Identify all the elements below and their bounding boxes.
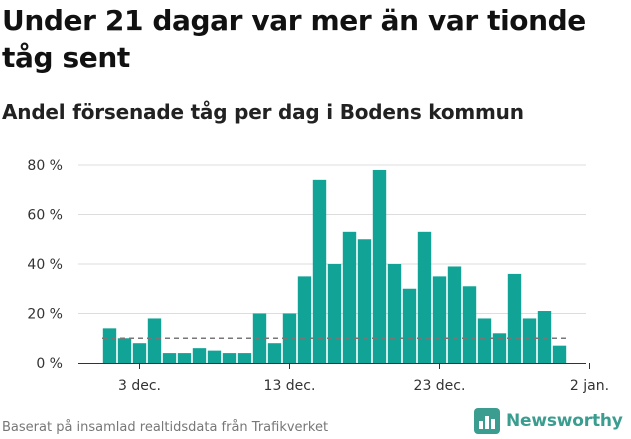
bar bbox=[357, 239, 372, 363]
bar bbox=[102, 328, 117, 363]
bar bbox=[222, 353, 237, 363]
bar bbox=[207, 350, 222, 363]
bar bbox=[537, 311, 552, 363]
bars bbox=[102, 169, 567, 363]
y-tick-label: 60 % bbox=[27, 208, 63, 224]
bar bbox=[267, 343, 282, 363]
bar bbox=[282, 313, 297, 363]
bar bbox=[237, 353, 252, 363]
bar bbox=[432, 276, 447, 363]
chart-title: Under 21 dagar var mer än var tionde tåg… bbox=[2, 4, 586, 74]
bar bbox=[342, 231, 357, 363]
logo-icon bbox=[474, 408, 500, 434]
bar bbox=[417, 231, 432, 363]
x-tick-labels: 3 dec. 13 dec. 23 dec. 2 jan. bbox=[118, 363, 609, 394]
chart-subtitle: Andel försenade tåg per dag i Bodens kom… bbox=[2, 100, 524, 124]
bar bbox=[177, 353, 192, 363]
y-tick-label: 80 % bbox=[27, 158, 63, 174]
bar bbox=[312, 179, 327, 363]
bar bbox=[372, 169, 387, 363]
bar bbox=[327, 264, 342, 363]
bar bbox=[162, 353, 177, 363]
bar-chart: 0 % 20 % 40 % 60 % 80 % 3 dec. 13 dec. 23 dec.… bbox=[27, 158, 609, 394]
bar bbox=[552, 345, 567, 363]
bar bbox=[147, 318, 162, 363]
x-tick-label: 3 dec. bbox=[118, 378, 161, 394]
bar bbox=[492, 333, 507, 363]
bar bbox=[192, 348, 207, 363]
y-tick-label: 20 % bbox=[27, 307, 63, 323]
bar bbox=[117, 338, 132, 363]
source-note: Baserat på insamlad realtidsdata från Tr… bbox=[2, 420, 329, 435]
logo-text: Newsworthy bbox=[506, 411, 623, 431]
bar bbox=[522, 318, 537, 363]
bar bbox=[507, 273, 522, 363]
bar bbox=[297, 276, 312, 363]
bar bbox=[132, 343, 147, 363]
newsworthy-logo: Newsworthy bbox=[474, 408, 623, 434]
bar bbox=[447, 266, 462, 363]
x-tick-label: 2 jan. bbox=[570, 378, 609, 394]
y-tick-label: 40 % bbox=[27, 257, 63, 273]
x-tick-label: 13 dec. bbox=[264, 378, 316, 394]
bar bbox=[477, 318, 492, 363]
bar bbox=[402, 288, 417, 363]
y-tick-label: 0 % bbox=[36, 356, 63, 372]
bar bbox=[462, 286, 477, 363]
x-tick-label: 23 dec. bbox=[414, 378, 466, 394]
bar bbox=[387, 264, 402, 363]
y-tick-labels: 0 % 20 % 40 % 60 % 80 % bbox=[27, 158, 63, 372]
